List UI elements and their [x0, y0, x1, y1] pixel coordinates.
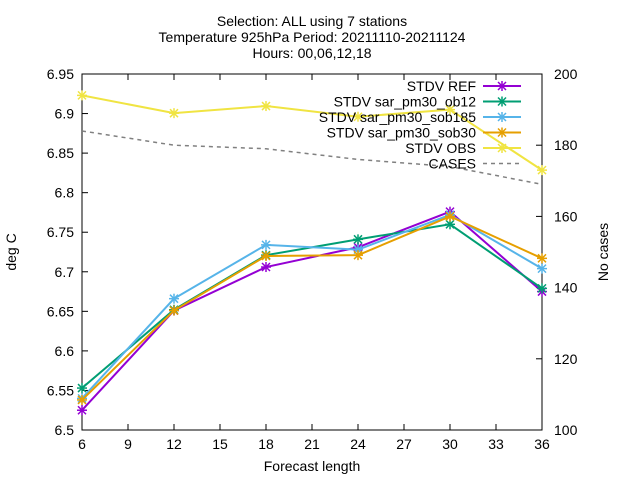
x-tick-label: 36 — [534, 436, 550, 452]
series-line — [81, 130, 543, 186]
data-point — [77, 405, 87, 416]
y-tick-label: 6.95 — [47, 66, 74, 82]
legend-item-stdv-ref: STDV REF — [407, 78, 521, 94]
y-tick-label: 6.5 — [55, 422, 75, 438]
y2-tick-label: 180 — [554, 137, 578, 153]
legend-label: STDV sar_pm30_sob185 — [319, 109, 476, 125]
chart-title: Selection: ALL using 7 stations Temperat… — [159, 13, 466, 61]
legend-marker — [497, 81, 507, 91]
data-point — [445, 104, 455, 115]
series-line — [81, 223, 543, 389]
y-tick-label: 6.6 — [55, 343, 75, 359]
data-point — [169, 108, 179, 119]
x-tick-label: 24 — [350, 436, 366, 452]
y-axis-right: 100 120 140 160 180 200 — [536, 66, 578, 438]
y2-axis-label: No cases — [595, 223, 611, 281]
series-line — [81, 94, 543, 171]
y2-tick-label: 120 — [554, 351, 578, 367]
x-tick-label: 15 — [212, 436, 228, 452]
x-tick-label: 27 — [396, 436, 412, 452]
chart-title-line-1: Selection: ALL using 7 stations — [217, 13, 407, 29]
legend-label: STDV OBS — [405, 140, 476, 156]
y-tick-label: 6.7 — [55, 264, 75, 280]
series-stdv-sar-pm30-ob12 — [77, 219, 547, 394]
x-tick-label: 33 — [488, 436, 504, 452]
legend-item-stdv-sar-pm30-ob12: STDV sar_pm30_ob12 — [334, 94, 521, 110]
legend-item-stdv-sar-pm30-sob30: STDV sar_pm30_sob30 — [327, 125, 521, 141]
series-stdv-sar-pm30-sob30 — [77, 211, 547, 405]
legend-marker — [497, 143, 507, 153]
data-point — [77, 90, 87, 101]
legend-marker — [497, 112, 507, 122]
data-point — [77, 383, 87, 394]
y-tick-label: 6.9 — [55, 106, 75, 122]
series-layer — [77, 90, 547, 416]
x-axis-label: Forecast length — [264, 458, 361, 474]
legend-item-cases: CASES — [429, 156, 521, 172]
legend-item-stdv-obs: STDV OBS — [405, 140, 521, 156]
y-tick-label: 6.65 — [47, 303, 74, 319]
y-tick-label: 6.85 — [47, 145, 74, 161]
series-line — [81, 213, 543, 400]
series-stdv-sar-pm30-sob185 — [77, 209, 547, 404]
x-tick-label: 21 — [304, 436, 320, 452]
legend-label: STDV REF — [407, 78, 476, 94]
y2-tick-label: 200 — [554, 66, 578, 82]
data-point — [261, 262, 271, 273]
y2-tick-label: 140 — [554, 280, 578, 296]
data-point — [261, 101, 271, 112]
y2-tick-label: 160 — [554, 208, 578, 224]
x-tick-label: 9 — [124, 436, 132, 452]
data-point — [353, 111, 363, 122]
data-point — [537, 263, 547, 274]
data-point — [169, 293, 179, 304]
x-tick-label: 6 — [78, 436, 86, 452]
y2-tick-label: 100 — [554, 422, 578, 438]
legend-item-stdv-sar-pm30-sob185: STDV sar_pm30_sob185 — [319, 109, 521, 125]
legend-marker — [497, 127, 507, 138]
series-stdv-ref — [77, 206, 547, 416]
data-point — [537, 283, 547, 294]
data-point — [353, 250, 363, 261]
series-line — [81, 215, 543, 401]
data-point — [169, 305, 179, 316]
chart-title-line-2: Temperature 925hPa Period: 20211110-2021… — [159, 29, 466, 45]
x-tick-label: 18 — [258, 436, 274, 452]
legend-label: STDV sar_pm30_ob12 — [334, 94, 477, 110]
data-point — [261, 250, 271, 261]
data-point — [537, 165, 547, 176]
data-point — [353, 234, 363, 245]
y-tick-label: 6.55 — [47, 382, 74, 398]
data-point — [445, 211, 455, 222]
legend-label: STDV sar_pm30_sob30 — [327, 125, 477, 141]
series-cases — [81, 130, 543, 186]
y-tick-label: 6.8 — [55, 185, 75, 201]
x-tick-label: 30 — [442, 436, 458, 452]
legend-marker — [497, 96, 507, 107]
data-point — [537, 253, 547, 264]
y-tick-label: 6.75 — [47, 224, 74, 240]
data-point — [261, 239, 271, 250]
series-line — [81, 210, 543, 411]
series-stdv-obs — [77, 90, 547, 176]
legend-label: CASES — [429, 156, 476, 172]
chart-title-line-3: Hours: 00,06,12,18 — [252, 45, 371, 61]
x-axis: 6 9 12 15 18 21 24 27 30 33 36 — [78, 74, 550, 452]
x-tick-label: 12 — [166, 436, 182, 452]
y-axis-label: deg C — [3, 233, 19, 270]
data-point — [77, 394, 87, 405]
y-axis-left: 6.5 6.55 6.6 6.65 6.7 6.75 6.8 6.85 6.9 6.95 — [47, 66, 88, 438]
